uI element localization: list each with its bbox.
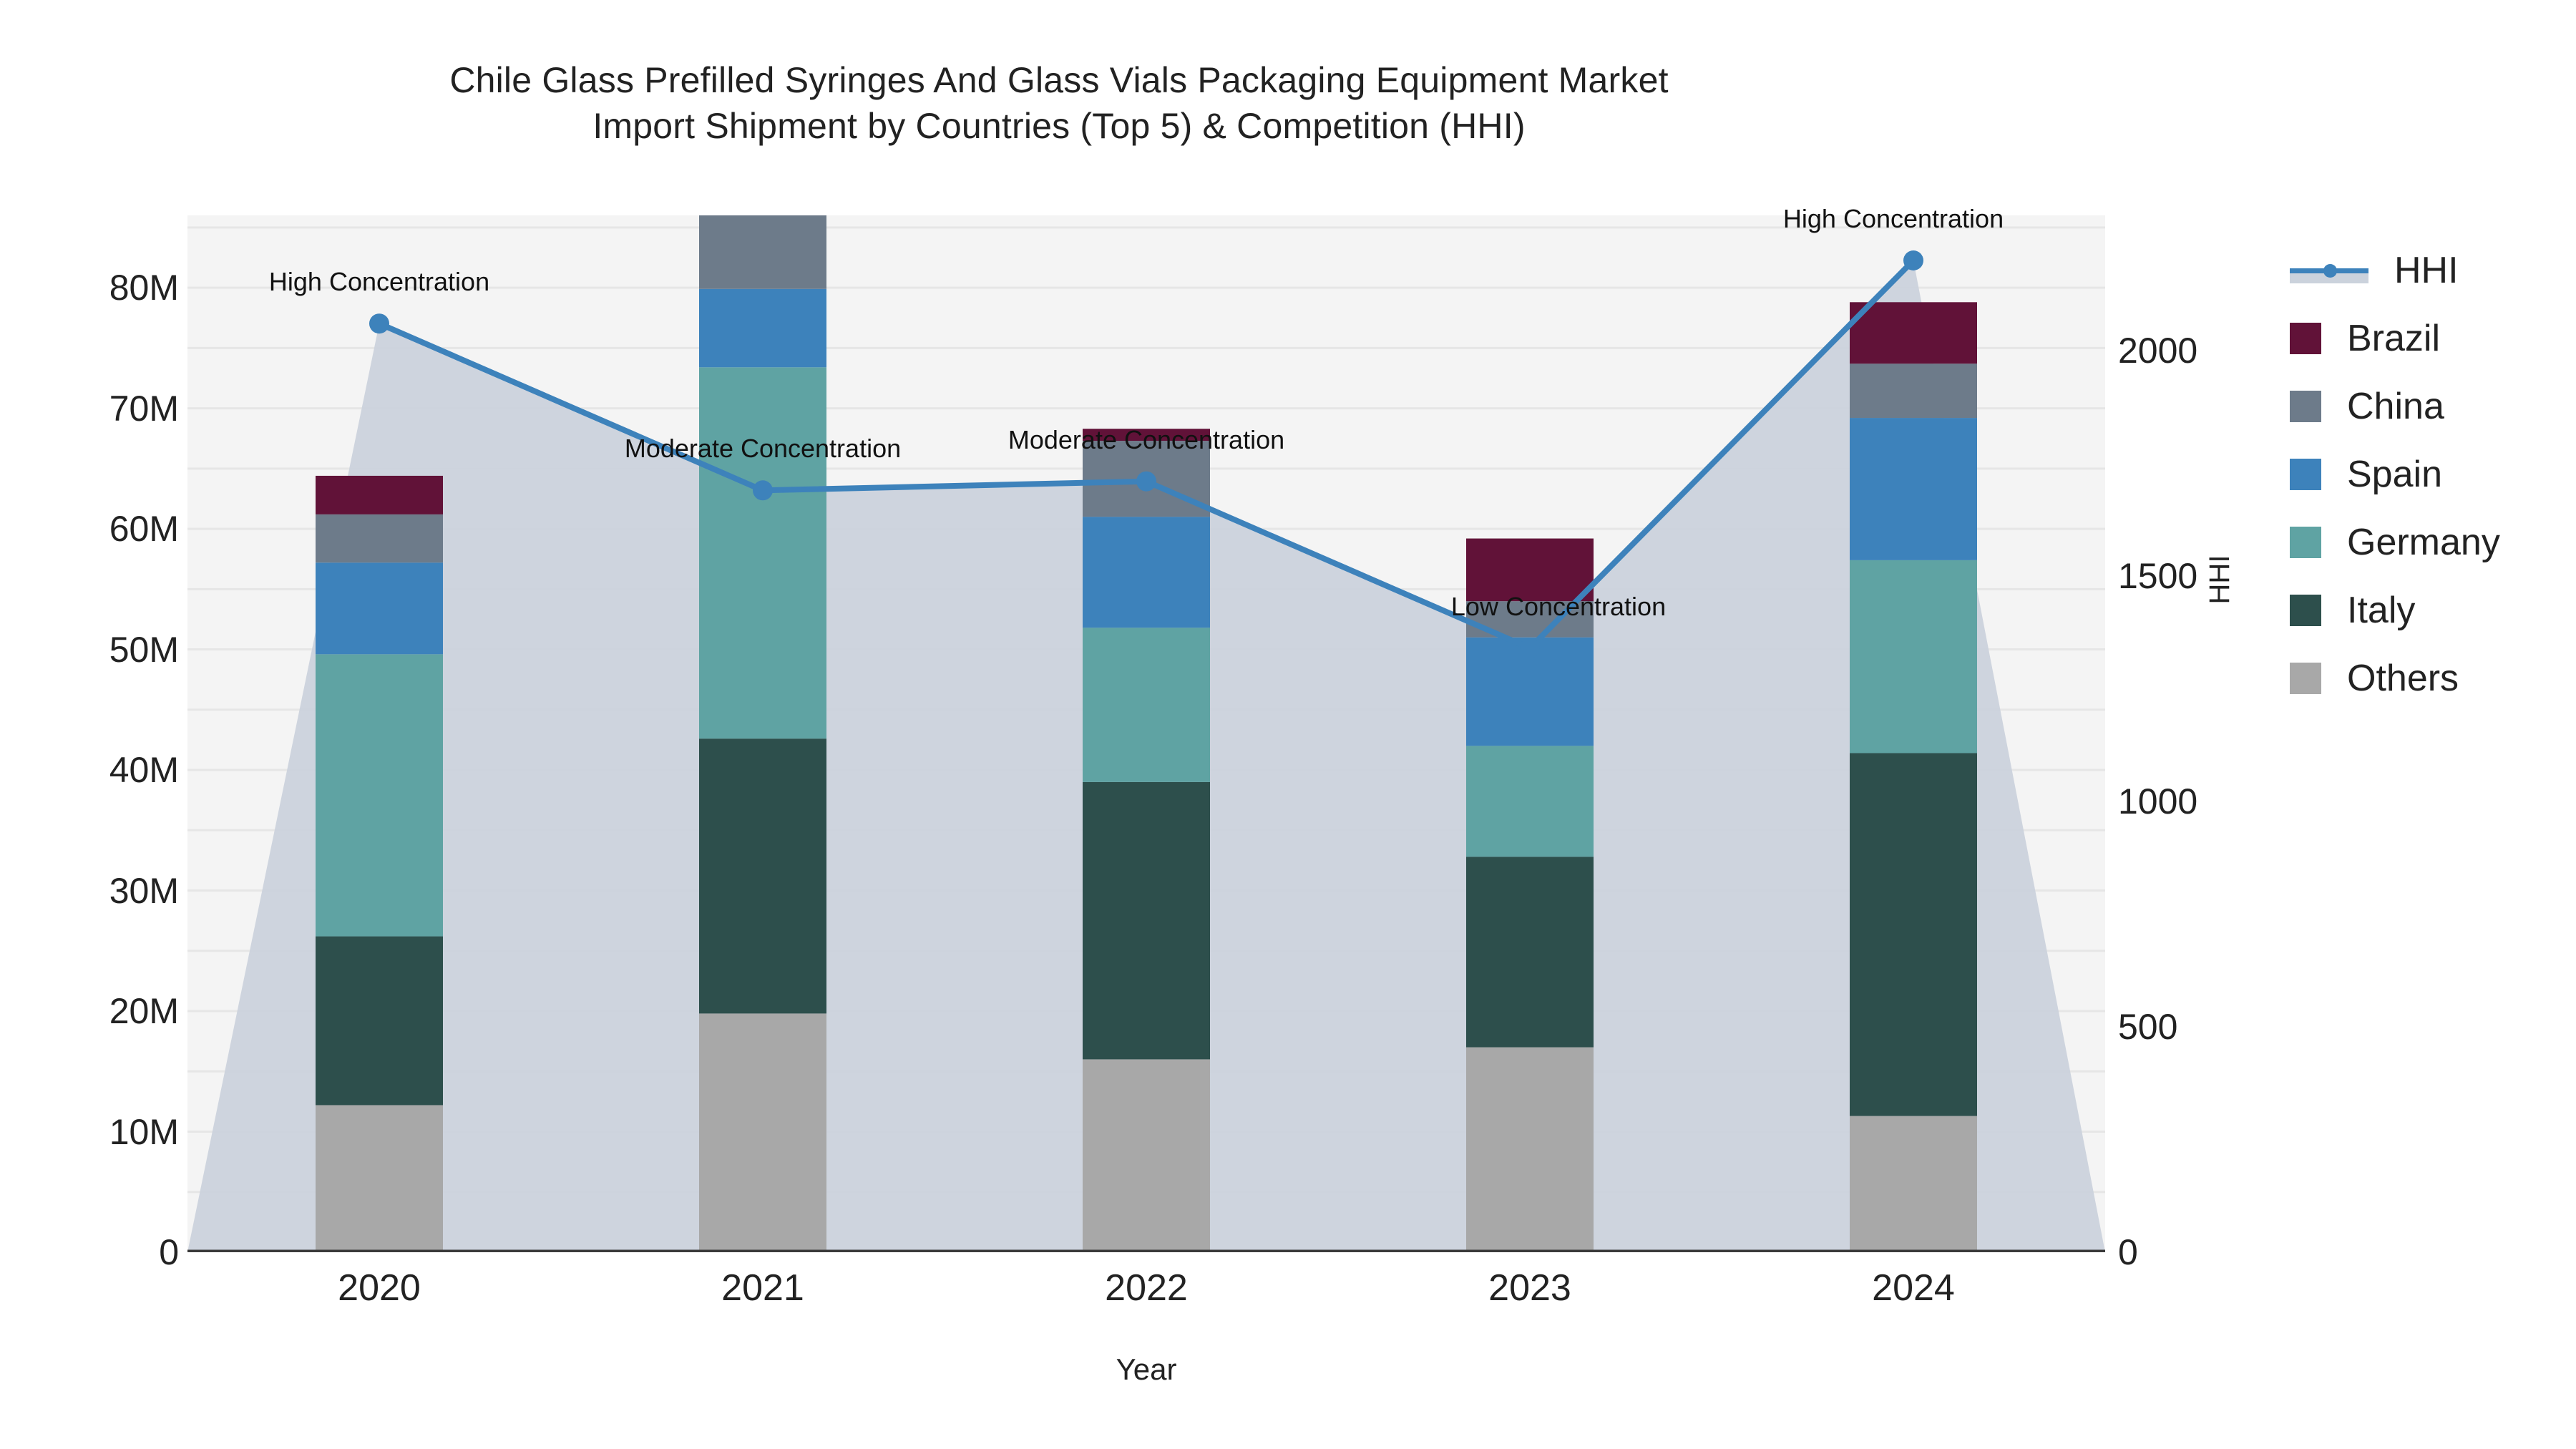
legend-item-germany[interactable]: Germany [2290, 508, 2576, 576]
hhi-marker[interactable] [753, 480, 773, 501]
bar-segment-others [699, 1013, 826, 1252]
x-tick-2022: 2022 [1105, 1267, 1188, 1309]
bar-segment-germany [1083, 628, 1210, 782]
bar-segment-china [1850, 364, 1977, 419]
bar-segment-italy [316, 936, 443, 1106]
annotation-label: Low Concentration [1450, 591, 1667, 621]
bar-segment-china [699, 215, 826, 289]
legend-item-others[interactable]: Others [2290, 644, 2576, 712]
bar-segment-germany [1466, 746, 1594, 857]
y-tick-right: 500 [2118, 1007, 2178, 1047]
annotation-label: High Concentration [1782, 204, 2004, 233]
bar-segment-italy [1850, 753, 1977, 1116]
y-tick-left: 40M [109, 750, 179, 791]
y-tick-right: 1000 [2118, 781, 2198, 821]
chart-canvas [187, 215, 2105, 1252]
y-tick-left: 0 [159, 1232, 179, 1272]
legend-item-spain[interactable]: Spain [2290, 440, 2576, 508]
annotation-label: Moderate Concentration [1008, 424, 1285, 454]
bar-segment-italy [1083, 781, 1210, 1060]
bar-stack [699, 215, 826, 1252]
y-tick-left: 60M [109, 509, 179, 550]
bar-stack [1083, 429, 1210, 1252]
x-tick-2020: 2020 [338, 1267, 421, 1309]
bar-segment-spain [316, 562, 443, 655]
bar-segment-others [1083, 1059, 1210, 1252]
annotation-label: High Concentration [268, 267, 490, 297]
legend-label: Spain [2347, 453, 2442, 495]
chart-title-line-1: Chile Glass Prefilled Syringes And Glass… [449, 60, 1669, 100]
x-tick-2024: 2024 [1872, 1267, 1955, 1309]
legend-label: HHI [2394, 249, 2459, 291]
x-axis-label: Year [1116, 1352, 1177, 1386]
bar-segment-germany [699, 367, 826, 739]
hhi-line-icon [2290, 255, 2368, 286]
bar-segment-germany [1850, 560, 1977, 753]
bar-segment-italy [699, 738, 826, 1014]
y-axis-left-ticks: 0 10M 20M 30M 40M 50M 60M 70M 80M [7, 0, 179, 1449]
y-tick-right: 0 [2118, 1232, 2138, 1272]
bar-stack [1850, 302, 1977, 1252]
y-tick-left: 80M [109, 268, 179, 308]
hhi-marker[interactable] [1136, 471, 1156, 492]
hhi-marker[interactable] [369, 313, 389, 334]
bar-segment-brazil [1083, 429, 1210, 441]
y-tick-right: 2000 [2118, 331, 2198, 371]
y-tick-left: 70M [109, 388, 179, 429]
plot-area [187, 215, 2105, 1252]
y-tick-left: 30M [109, 870, 179, 911]
bar-segment-brazil [1850, 302, 1977, 364]
legend-item-brazil[interactable]: Brazil [2290, 304, 2576, 372]
legend-swatch-icon [2290, 526, 2321, 558]
legend-swatch-icon [2290, 458, 2321, 490]
legend-item-italy[interactable]: Italy [2290, 576, 2576, 644]
bar-segment-brazil [316, 475, 443, 514]
x-tick-2023: 2023 [1488, 1267, 1571, 1309]
legend-swatch-icon [2290, 390, 2321, 422]
chart-title-line-2: Import Shipment by Countries (Top 5) & C… [592, 106, 1526, 146]
legend-swatch-icon [2290, 662, 2321, 694]
y-tick-right: 1500 [2118, 556, 2198, 596]
bar-stack [316, 475, 443, 1252]
legend-label: Italy [2347, 589, 2416, 631]
legend-item-china[interactable]: China [2290, 372, 2576, 440]
legend-swatch-icon [2290, 322, 2321, 354]
bar-segment-germany [316, 654, 443, 937]
bar-segment-italy [1466, 857, 1594, 1048]
legend-label: Brazil [2347, 317, 2441, 359]
bar-segment-spain [1850, 418, 1977, 560]
y-axis-right-label: HHI [2204, 555, 2235, 605]
chart-title: Chile Glass Prefilled Syringes And Glass… [0, 57, 2118, 149]
hhi-marker[interactable] [1903, 250, 1923, 270]
x-tick-2021: 2021 [721, 1267, 804, 1309]
annotation-label: Moderate Concentration [624, 434, 902, 464]
y-tick-left: 10M [109, 1111, 179, 1152]
legend-swatch-icon [2290, 594, 2321, 626]
chart-legend: HHI Brazil China Spain Germany Italy Others [2290, 236, 2576, 712]
bar-segment-others [316, 1105, 443, 1252]
y-tick-left: 50M [109, 629, 179, 670]
hhi-marker[interactable] [1520, 638, 1540, 658]
legend-label: Others [2347, 657, 2459, 699]
y-tick-left: 20M [109, 991, 179, 1032]
bar-segment-spain [699, 288, 826, 368]
bar-segment-china [316, 514, 443, 563]
bar-segment-others [1466, 1047, 1594, 1252]
bar-segment-others [1850, 1116, 1977, 1252]
bar-segment-spain [1083, 517, 1210, 628]
legend-label: Germany [2347, 521, 2500, 563]
legend-label: China [2347, 385, 2444, 427]
y-axis-right-ticks: 0 500 1000 1500 2000 [2118, 0, 2318, 1449]
legend-item-hhi[interactable]: HHI [2290, 236, 2576, 304]
bar-segment-brazil [1466, 538, 1594, 602]
